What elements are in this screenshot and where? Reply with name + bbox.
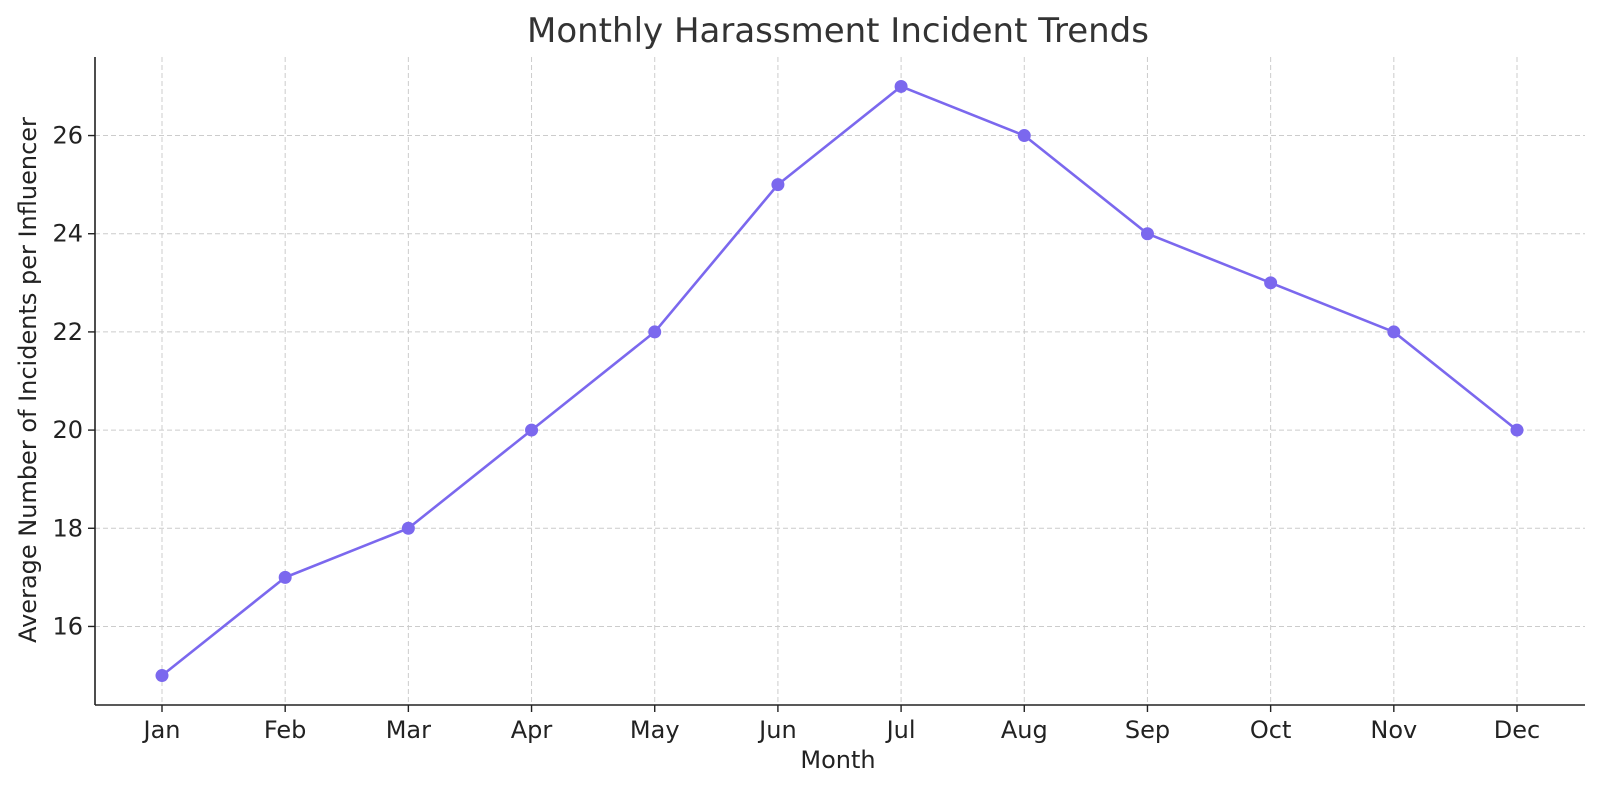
y-tick-label: 24	[52, 220, 83, 248]
x-tick-label: Oct	[1250, 716, 1292, 744]
y-tick-label: 26	[52, 122, 83, 150]
ticks: Jan Feb Mar Apr May Jun Jul Aug Sep Oct Nov Dec 16 18…	[52, 122, 1540, 744]
data-point	[278, 570, 292, 584]
x-tick-label: Dec	[1494, 716, 1540, 744]
y-axis-title: Average Number of Incidents per Influenc…	[14, 117, 42, 643]
data-point	[401, 521, 415, 535]
axes	[94, 57, 1585, 706]
grid	[95, 57, 1585, 705]
data-point	[1510, 423, 1524, 437]
x-tick-label: Aug	[1001, 716, 1048, 744]
series-group	[155, 79, 1524, 683]
data-point	[771, 178, 785, 192]
x-tick-label: May	[630, 716, 680, 744]
x-tick-label: Feb	[264, 716, 307, 744]
x-tick-label: Jun	[757, 716, 797, 744]
data-point	[155, 669, 169, 683]
y-tick-label: 20	[52, 416, 83, 444]
x-tick-label: Jul	[885, 716, 916, 744]
series-line	[161, 85, 1518, 677]
y-tick-label: 22	[52, 318, 83, 346]
data-point	[894, 79, 908, 93]
data-point	[1264, 276, 1278, 290]
x-axis-title: Month	[800, 746, 875, 774]
y-tick-label: 16	[52, 612, 83, 640]
data-point	[1387, 325, 1401, 339]
chart-title: Monthly Harassment Incident Trends	[527, 11, 1149, 51]
data-point	[525, 423, 539, 437]
data-point	[1017, 129, 1031, 143]
x-tick-label: Sep	[1125, 716, 1170, 744]
y-tick-label: 18	[52, 514, 83, 542]
x-tick-label: Mar	[386, 716, 431, 744]
x-tick-label: Jan	[142, 716, 181, 744]
x-tick-label: Nov	[1370, 716, 1417, 744]
x-tick-label: Apr	[511, 716, 553, 744]
data-point	[648, 325, 662, 339]
data-point	[1140, 227, 1154, 241]
